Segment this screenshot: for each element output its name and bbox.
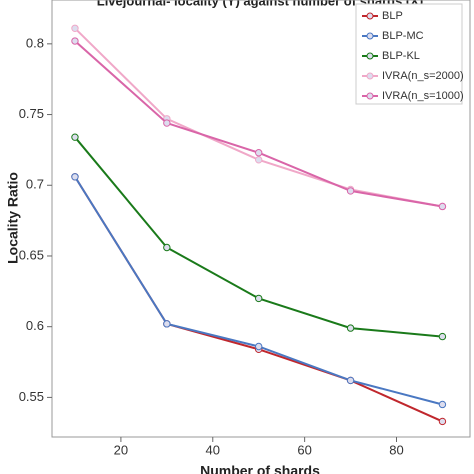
legend-marker (366, 92, 374, 100)
data-point (163, 119, 171, 127)
legend-marker (366, 32, 374, 40)
data-point (255, 294, 263, 303)
legend-marker (366, 12, 374, 20)
data-point (438, 400, 447, 409)
legend-marker (366, 52, 374, 60)
x-tick-label: 40 (206, 442, 220, 457)
data-point (71, 37, 79, 45)
y-tick-label: 0.65 (19, 247, 44, 262)
data-point (71, 133, 79, 141)
data-point (163, 320, 171, 328)
data-point (346, 187, 355, 195)
y-tick-label: 0.75 (19, 106, 44, 121)
data-point (255, 342, 263, 351)
data-point (71, 24, 79, 32)
series-line (74, 136, 443, 338)
legend-label: BLP (382, 10, 403, 22)
y-tick-label: 0.7 (26, 177, 44, 192)
data-point (255, 156, 263, 164)
x-tick-label: 60 (297, 442, 311, 457)
legend: BLP BLP-MC BLP-KL IVRA(n_s=2000) IVRA(n_s=10… (355, 3, 464, 105)
data-point (438, 417, 447, 426)
y-tick-label: 0.6 (26, 318, 44, 333)
legend-label: IVRA(n_s=2000) (382, 70, 464, 82)
data-point (346, 324, 355, 332)
legend-label: IVRA(n_s=1000) (382, 90, 464, 102)
legend-label: BLP-MC (382, 30, 424, 42)
y-tick-label: 0.55 (19, 389, 44, 404)
data-point (163, 243, 171, 252)
chart-title: Livejournal- locality (Y) against number… (97, 0, 424, 8)
plot-frame (51, 0, 471, 438)
y-tick-label: 0.8 (26, 35, 44, 50)
x-axis-label: Number of shards (200, 463, 320, 474)
data-point (71, 173, 79, 181)
data-point (255, 149, 263, 157)
x-tick-label: 80 (389, 442, 403, 457)
data-point (346, 376, 355, 385)
series-line (74, 176, 443, 406)
legend-marker (366, 72, 374, 80)
data-point (438, 332, 447, 341)
x-tick-label: 20 (114, 442, 128, 457)
legend-label: BLP-KL (382, 50, 420, 62)
y-axis-label: Locality Ratio (5, 172, 21, 264)
legend-box (355, 3, 463, 105)
data-point (438, 202, 447, 211)
